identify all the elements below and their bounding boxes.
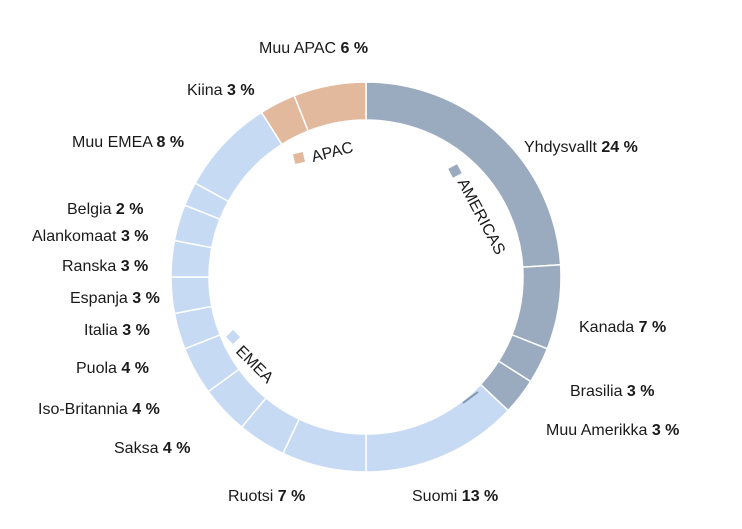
emea-marker-icon	[225, 329, 241, 345]
label-muu-emea: Muu EMEA 8 %	[72, 134, 184, 151]
label-muu-amerikka: Muu Amerikka 3 %	[546, 422, 679, 439]
label-ruotsi: Ruotsi 7 %	[228, 488, 305, 505]
slice-suomi	[365, 383, 510, 473]
americas-marker-icon	[448, 164, 462, 178]
slice-muu-emea	[194, 111, 283, 203]
label-suomi: Suomi 13 %	[412, 488, 498, 505]
label-iso-britannia: Iso-Britannia 4 %	[38, 401, 160, 418]
donut-slices	[170, 81, 562, 473]
label-puola: Puola 4 %	[76, 360, 149, 377]
label-kanada: Kanada 7 %	[579, 319, 666, 336]
slice-muu-apac	[293, 81, 367, 132]
slice-labels: Yhdysvallt 24 % Kanada 7 % Brasilia 3 % Muu…	[32, 40, 679, 505]
label-italia: Italia 3 %	[84, 322, 150, 339]
slice-espanja	[170, 276, 213, 315]
americas-marker-line	[462, 391, 479, 404]
label-kiina: Kiina 3 %	[187, 82, 255, 99]
label-belgia: Belgia 2 %	[67, 201, 144, 218]
label-yhdysvallt: Yhdysvallt 24 %	[524, 139, 638, 156]
label-alankomaat: Alankomaat 3 %	[32, 228, 149, 245]
label-saksa: Saksa 4 %	[114, 440, 191, 457]
slice-kanada	[511, 263, 562, 350]
region-label-apac: APAC	[310, 139, 355, 166]
apac-marker-icon	[292, 151, 306, 165]
label-espanja: Espanja 3 %	[70, 290, 160, 307]
label-ranska: Ranska 3 %	[62, 258, 148, 275]
label-brasilia: Brasilia 3 %	[570, 383, 654, 400]
label-muu-apac: Muu APAC 6 %	[259, 40, 368, 57]
slice-yhdysvallt	[365, 81, 562, 268]
